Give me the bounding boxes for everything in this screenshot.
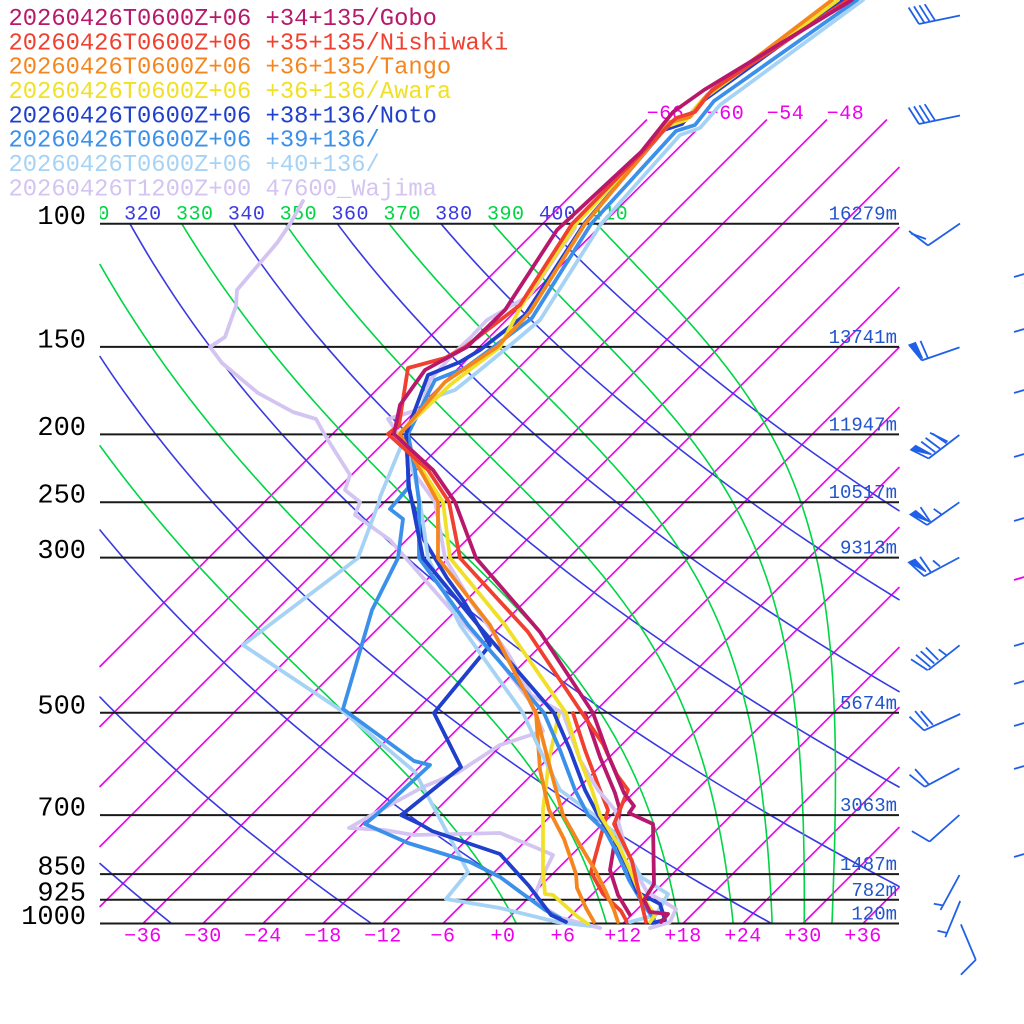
- svg-text:250: 250: [37, 482, 86, 512]
- svg-text:+18: +18: [664, 926, 702, 949]
- svg-text:−6: −6: [430, 926, 455, 949]
- svg-text:310: 310: [72, 204, 110, 227]
- svg-text:11947m: 11947m: [829, 414, 897, 436]
- svg-text:100: 100: [37, 203, 86, 233]
- svg-text:5674m: 5674m: [840, 693, 897, 715]
- svg-text:+0: +0: [490, 926, 515, 949]
- svg-text:350: 350: [280, 204, 318, 227]
- svg-text:+12: +12: [604, 926, 642, 949]
- svg-text:20260426T1200Z+00 47600_Wajima: 20260426T1200Z+00 47600_Wajima: [9, 176, 437, 203]
- svg-text:−54: −54: [767, 103, 805, 126]
- svg-text:−48: −48: [827, 103, 865, 126]
- svg-text:20260426T0600Z+06 +40+136/: 20260426T0600Z+06 +40+136/: [9, 152, 380, 179]
- svg-text:13741m: 13741m: [829, 327, 897, 349]
- svg-text:16279m: 16279m: [829, 204, 897, 226]
- svg-text:370: 370: [383, 204, 421, 227]
- svg-text:+36: +36: [844, 926, 882, 949]
- svg-text:+24: +24: [724, 926, 762, 949]
- svg-text:360: 360: [332, 204, 370, 227]
- svg-text:850: 850: [37, 854, 86, 884]
- svg-text:390: 390: [487, 204, 525, 227]
- svg-text:20260426T0600Z+06 +36+135/Tang: 20260426T0600Z+06 +36+135/Tango: [9, 55, 452, 82]
- svg-text:−12: −12: [364, 926, 402, 949]
- svg-text:320: 320: [124, 204, 162, 227]
- svg-text:1000: 1000: [21, 903, 86, 933]
- svg-text:20260426T0600Z+06 +35+135/Nish: 20260426T0600Z+06 +35+135/Nishiwaki: [9, 30, 509, 57]
- svg-text:782m: 782m: [851, 880, 897, 902]
- svg-text:380: 380: [435, 204, 473, 227]
- svg-text:+30: +30: [784, 926, 822, 949]
- svg-text:+6: +6: [550, 926, 575, 949]
- svg-text:340: 340: [228, 204, 266, 227]
- svg-text:20260426T0600Z+06 +34+135/Gobo: 20260426T0600Z+06 +34+135/Gobo: [9, 6, 437, 33]
- svg-text:10517m: 10517m: [829, 482, 897, 504]
- svg-text:300: 300: [37, 537, 86, 567]
- svg-text:−30: −30: [184, 926, 222, 949]
- svg-text:3063m: 3063m: [840, 795, 897, 817]
- svg-text:150: 150: [37, 326, 86, 356]
- svg-text:20260426T0600Z+06 +36+136/Awar: 20260426T0600Z+06 +36+136/Awara: [9, 79, 452, 106]
- svg-text:700: 700: [37, 795, 86, 825]
- svg-text:−24: −24: [244, 926, 282, 949]
- svg-text:120m: 120m: [851, 904, 897, 926]
- svg-text:9313m: 9313m: [840, 538, 897, 560]
- svg-text:200: 200: [37, 414, 86, 444]
- svg-text:20260426T0600Z+06 +38+136/Noto: 20260426T0600Z+06 +38+136/Noto: [9, 103, 437, 130]
- svg-text:500: 500: [37, 692, 86, 722]
- svg-text:330: 330: [176, 204, 214, 227]
- svg-text:1487m: 1487m: [840, 854, 897, 876]
- svg-text:20260426T0600Z+06 +39+136/: 20260426T0600Z+06 +39+136/: [9, 128, 380, 155]
- svg-text:−36: −36: [124, 926, 162, 949]
- svg-text:925: 925: [37, 879, 86, 909]
- svg-text:−18: −18: [304, 926, 342, 949]
